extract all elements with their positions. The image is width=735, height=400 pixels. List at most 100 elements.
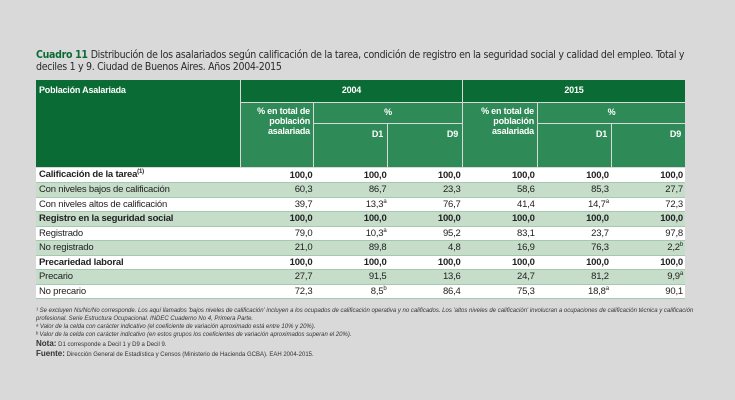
value-cell: 13,6	[388, 269, 463, 285]
value-cell: 100,0	[240, 255, 315, 270]
value-cell: 100,0	[462, 168, 537, 183]
value-cell: 100,0	[536, 211, 611, 227]
value-cell: 13,3a	[314, 197, 389, 212]
value-text: 27,7	[665, 184, 683, 196]
value-text: 23,7	[591, 227, 609, 239]
row-label: Registrado	[36, 226, 241, 241]
footnote-1: ¹ Se excluyen Ns/Nc/No corresponde. Los …	[36, 308, 694, 322]
value-cell: 100,0	[314, 211, 389, 227]
value-text: 95,2	[442, 227, 461, 239]
value-text: 100,0	[437, 169, 461, 181]
value-text: 100,0	[660, 256, 683, 268]
value-text: 81,2	[591, 271, 609, 283]
footnote-ref: a	[605, 285, 609, 292]
value-text: 89,8	[368, 242, 387, 254]
value-text: 100,0	[511, 213, 535, 225]
pct-2015-header: %	[538, 103, 685, 123]
year-2015-header: 2015	[463, 80, 685, 102]
row-label: Precariedad laboral	[36, 255, 241, 270]
value-text: 90,1	[665, 285, 683, 297]
value-text: 100,0	[660, 169, 683, 181]
nota-label: Nota:	[36, 339, 57, 348]
value-text: 100,0	[289, 213, 313, 225]
value-text: 60,3	[294, 184, 313, 196]
value-cell: 79,0	[240, 226, 315, 241]
value-text: 97,8	[665, 227, 683, 239]
value-text: 8,5	[370, 285, 384, 297]
value-cell: 58,6	[462, 182, 537, 198]
value-cell: 90,1	[610, 284, 685, 299]
value-cell: 21,0	[240, 240, 315, 256]
value-text: 18,8	[588, 285, 606, 297]
fuente-text: Dirección General de Estadística y Censo…	[66, 352, 314, 358]
value-cell: 2,2b	[610, 240, 685, 256]
value-cell: 81,2	[536, 269, 611, 285]
value-cell: 4,8	[388, 240, 463, 256]
footnote-ref: a	[679, 271, 683, 278]
value-text: 100,0	[363, 169, 387, 181]
value-text: 58,6	[517, 184, 535, 196]
value-text: 27,7	[294, 271, 313, 283]
value-text: 10,3	[365, 227, 384, 239]
value-cell: 95,2	[388, 226, 463, 241]
value-text: 9,9	[667, 271, 680, 283]
value-cell: 72,3	[240, 284, 315, 299]
value-cell: 8,5b	[314, 284, 389, 299]
pct-total-2015-header: % en total de población asalariada	[463, 103, 537, 167]
value-text: 91,5	[368, 271, 387, 283]
value-cell: 14,7a	[536, 197, 611, 212]
table-row: Con niveles bajos de calificación 60,3 86,…	[36, 182, 685, 198]
value-text: 72,3	[294, 285, 313, 297]
d9-2004-header: D9	[388, 124, 462, 167]
pct-total-2004-header: % en total de población asalariada	[241, 103, 313, 167]
nota-text: D1 corresponde a Decil 1 y D9 a Decil 9.	[58, 342, 167, 348]
value-text: 83,1	[517, 227, 535, 239]
value-cell: 100,0	[610, 255, 685, 270]
value-cell: 83,1	[462, 226, 537, 241]
row-label-text: Precariedad laboral	[39, 256, 124, 268]
value-text: 21,0	[294, 242, 313, 254]
value-text: 76,7	[442, 198, 461, 210]
row-label: Con niveles bajos de calificación	[36, 182, 241, 198]
value-text: 24,7	[517, 271, 535, 283]
data-table: Calificación de la tarea(1) 100,0 100,0 100…	[36, 168, 685, 299]
value-text: 2,2	[667, 242, 680, 254]
table-number: Cuadro 11	[36, 49, 88, 61]
value-cell: 39,7	[240, 197, 315, 212]
value-cell: 100,0	[610, 168, 685, 183]
row-label-header: Población Asalariada	[36, 80, 240, 167]
value-cell: 100,0	[388, 168, 463, 183]
value-cell: 100,0	[240, 211, 315, 227]
value-text: 86,4	[442, 285, 461, 297]
value-text: 100,0	[437, 213, 461, 225]
row-label-text: Calificación de la tarea	[39, 169, 138, 181]
value-text: 13,3	[365, 198, 384, 210]
value-cell: 76,3	[536, 240, 611, 256]
value-text: 85,3	[591, 184, 609, 196]
value-text: 41,4	[517, 198, 535, 210]
value-cell: 86,4	[388, 284, 463, 299]
value-text: 13,6	[442, 271, 461, 283]
value-text: 100,0	[511, 169, 535, 181]
footnote-ref: b	[679, 242, 683, 249]
table-row: No registrado 21,0 89,8 4,8 16,9 76,3 2,2b	[36, 240, 685, 256]
value-cell: 27,7	[240, 269, 315, 285]
table-row: Precariedad laboral 100,0 100,0 100,0 100,0 1…	[36, 255, 685, 270]
row-label-text: Con niveles altos de calificación	[39, 198, 168, 210]
value-text: 100,0	[363, 213, 387, 225]
footnote-ref: b	[383, 285, 387, 292]
fuente-label: Fuente:	[36, 349, 65, 358]
value-cell: 100,0	[462, 255, 537, 270]
value-cell: 100,0	[388, 255, 463, 270]
value-cell: 89,8	[314, 240, 389, 256]
value-text: 16,9	[517, 242, 535, 254]
value-text: 100,0	[586, 169, 609, 181]
table-row: Precario 27,7 91,5 13,6 24,7 81,2 9,9a	[36, 269, 685, 285]
value-cell: 76,7	[388, 197, 463, 212]
value-cell: 18,8a	[536, 284, 611, 299]
value-text: 76,3	[591, 242, 609, 254]
value-cell: 97,8	[610, 226, 685, 241]
row-label: Con niveles altos de calificación	[36, 197, 241, 212]
footnotes: ¹ Se excluyen Ns/Nc/No corresponde. Los …	[36, 307, 696, 359]
value-cell: 75,3	[462, 284, 537, 299]
